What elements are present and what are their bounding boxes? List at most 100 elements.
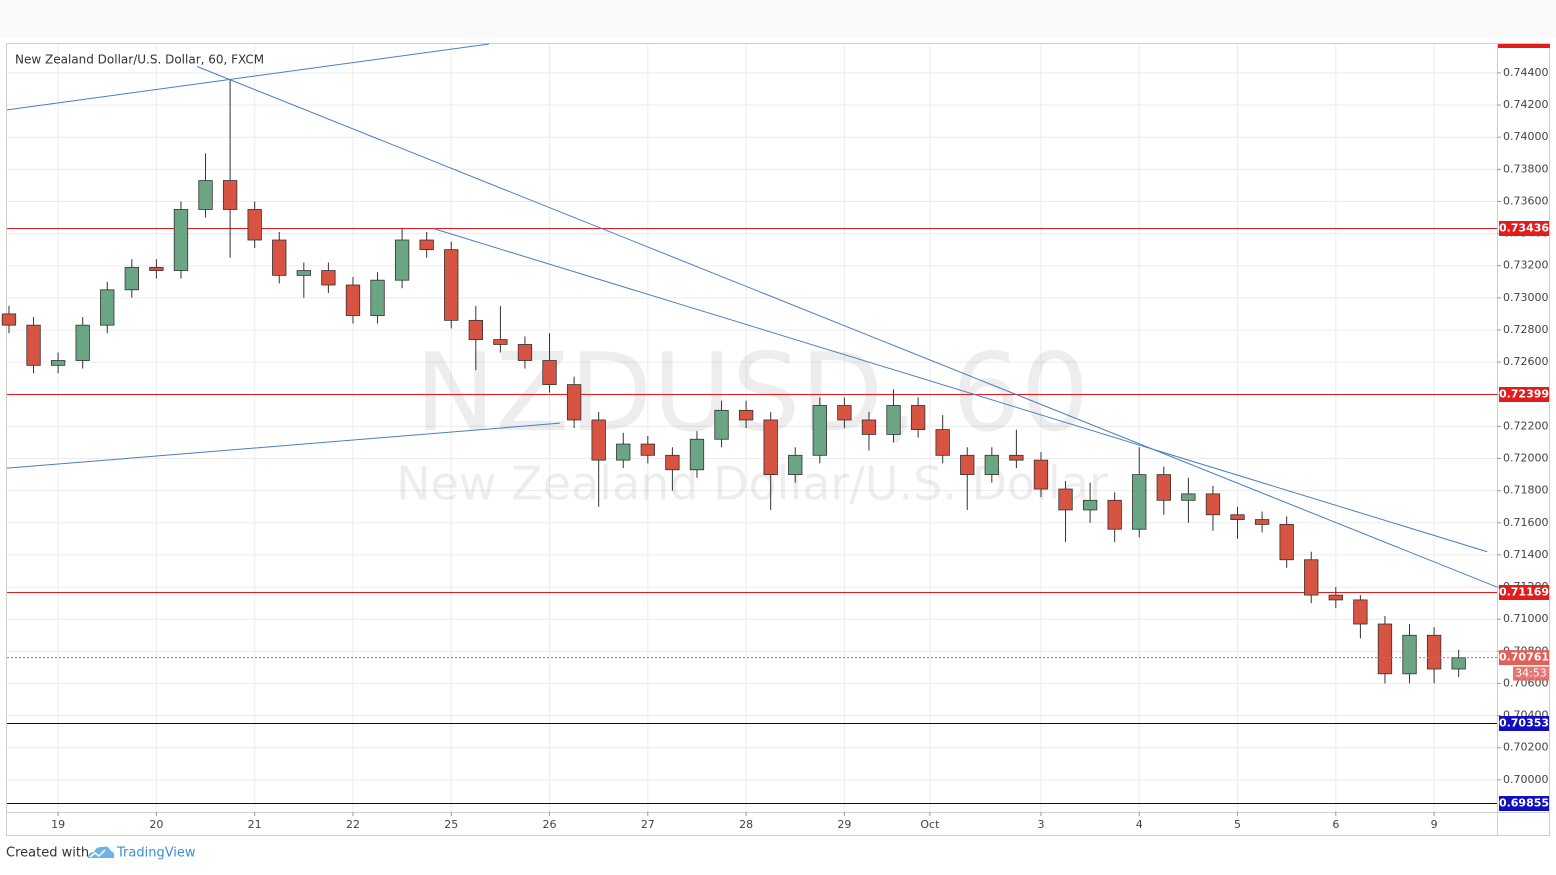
candle-body xyxy=(886,405,901,435)
candle-body xyxy=(493,339,508,345)
countdown-label: 34:53 xyxy=(1515,667,1547,680)
x-tick-label: 27 xyxy=(641,818,655,831)
x-tick-label: Oct xyxy=(920,818,940,831)
candle-body xyxy=(1353,599,1368,625)
y-tick-label: 0.71800 xyxy=(1503,484,1549,497)
level-label: 0.71169 xyxy=(1499,586,1549,599)
level-label: 0.69855 xyxy=(1499,797,1549,810)
candle-body xyxy=(1230,514,1245,520)
y-tick-label: 0.72000 xyxy=(1503,452,1549,465)
y-tick-label: 0.71000 xyxy=(1503,612,1549,625)
candle-body xyxy=(1254,519,1270,525)
logo-cloud xyxy=(88,846,115,858)
y-tick-label: 0.73600 xyxy=(1503,194,1549,207)
level-label-box xyxy=(1499,585,1549,600)
level-label: 0.73436 xyxy=(1499,222,1549,235)
x-tick-label: 9 xyxy=(1431,818,1438,831)
y-tick-label: 0.71400 xyxy=(1503,548,1549,561)
candle-body xyxy=(1058,488,1073,511)
candle-body xyxy=(542,360,557,386)
candle-body xyxy=(837,405,852,421)
candle-body xyxy=(640,443,655,456)
candle-body xyxy=(960,454,975,475)
y-tick-label: 0.73000 xyxy=(1503,291,1549,304)
candle-body xyxy=(1009,454,1024,461)
y-tick-label: 0.70200 xyxy=(1503,741,1549,754)
candle-body xyxy=(788,454,803,475)
candle-body xyxy=(935,429,950,456)
y-tick-label: 0.72600 xyxy=(1503,355,1549,368)
footer-brand[interactable]: TradingView xyxy=(116,846,196,861)
x-tick-label: 28 xyxy=(739,818,753,831)
candle-body xyxy=(345,284,361,316)
candle-body xyxy=(714,409,729,440)
trend-line xyxy=(196,66,1498,588)
candle-body xyxy=(1279,524,1294,561)
level-label-box xyxy=(1499,716,1549,731)
level-label: 0.72399 xyxy=(1499,388,1549,401)
top-strip xyxy=(0,0,1556,38)
candle-body xyxy=(1132,474,1147,530)
candle-body xyxy=(1377,623,1393,675)
candle-body xyxy=(370,279,385,316)
x-tick-label: 21 xyxy=(248,818,262,831)
logo-line xyxy=(89,849,106,858)
candle-body xyxy=(296,270,311,276)
candle-body xyxy=(738,409,754,421)
footer-created: Created with xyxy=(6,846,89,861)
y-tick-label: 0.74200 xyxy=(1503,98,1549,111)
candle-body xyxy=(247,209,262,241)
y-tick-label: 0.72800 xyxy=(1503,323,1549,336)
level-label-box xyxy=(1499,796,1549,811)
axes: 0.700000.702000.704000.706000.708000.710… xyxy=(51,66,1549,831)
candle-body xyxy=(763,419,778,475)
candle-body xyxy=(419,239,434,251)
candle-body xyxy=(1156,474,1171,501)
chart-title: New Zealand Dollar/U.S. Dollar, 60, FXCM xyxy=(15,53,264,67)
candle-body xyxy=(861,419,877,435)
level-label-box xyxy=(1499,387,1549,402)
y-tick-label: 0.72200 xyxy=(1503,419,1549,432)
candle-body xyxy=(149,266,164,271)
candle-body xyxy=(222,180,238,210)
countdown-box xyxy=(1513,666,1549,681)
candle-body xyxy=(173,209,189,271)
last-price-box xyxy=(1499,650,1549,666)
candle-body xyxy=(616,443,631,461)
candle-body xyxy=(984,454,999,475)
candle-body xyxy=(1426,634,1442,670)
watermark-symbol: NZDUSD, 60 xyxy=(415,331,1090,456)
candle-body xyxy=(812,405,827,456)
x-tick-label: 20 xyxy=(149,818,163,831)
tradingview-logo xyxy=(88,846,115,858)
y-tick-label: 0.73800 xyxy=(1503,162,1549,175)
candle-body xyxy=(1181,493,1196,501)
x-tick-label: 22 xyxy=(346,818,360,831)
chart-frame xyxy=(6,43,1550,836)
candle-body xyxy=(468,319,483,341)
candle-body xyxy=(1107,499,1122,530)
x-tick-label: 26 xyxy=(543,818,557,831)
candle-body xyxy=(1033,459,1049,490)
candle-body xyxy=(272,239,287,276)
candle-body xyxy=(1402,634,1417,675)
candle-body xyxy=(1,313,17,326)
candle-body xyxy=(75,324,90,361)
watermark-name: New Zealand Dollar/U.S. Dollar xyxy=(396,457,1108,511)
candle-body xyxy=(321,270,336,286)
candle-body xyxy=(517,344,533,361)
axis-top-marker xyxy=(1498,44,1550,48)
candle-body xyxy=(1328,594,1343,601)
x-tick-label: 25 xyxy=(444,818,458,831)
x-tick-label: 4 xyxy=(1136,818,1143,831)
candle-body xyxy=(26,324,41,366)
x-tick-label: 19 xyxy=(51,818,65,831)
watermark: NZDUSD, 60 New Zealand Dollar/U.S. Dolla… xyxy=(396,331,1108,511)
candle-body xyxy=(1082,499,1098,511)
last-price-label: 0.70761 xyxy=(1499,651,1549,664)
trend-line xyxy=(6,422,561,469)
y-tick-label: 0.70000 xyxy=(1503,773,1549,786)
candle-body xyxy=(198,180,213,210)
candle-body xyxy=(50,360,66,366)
candle-body xyxy=(394,239,410,281)
